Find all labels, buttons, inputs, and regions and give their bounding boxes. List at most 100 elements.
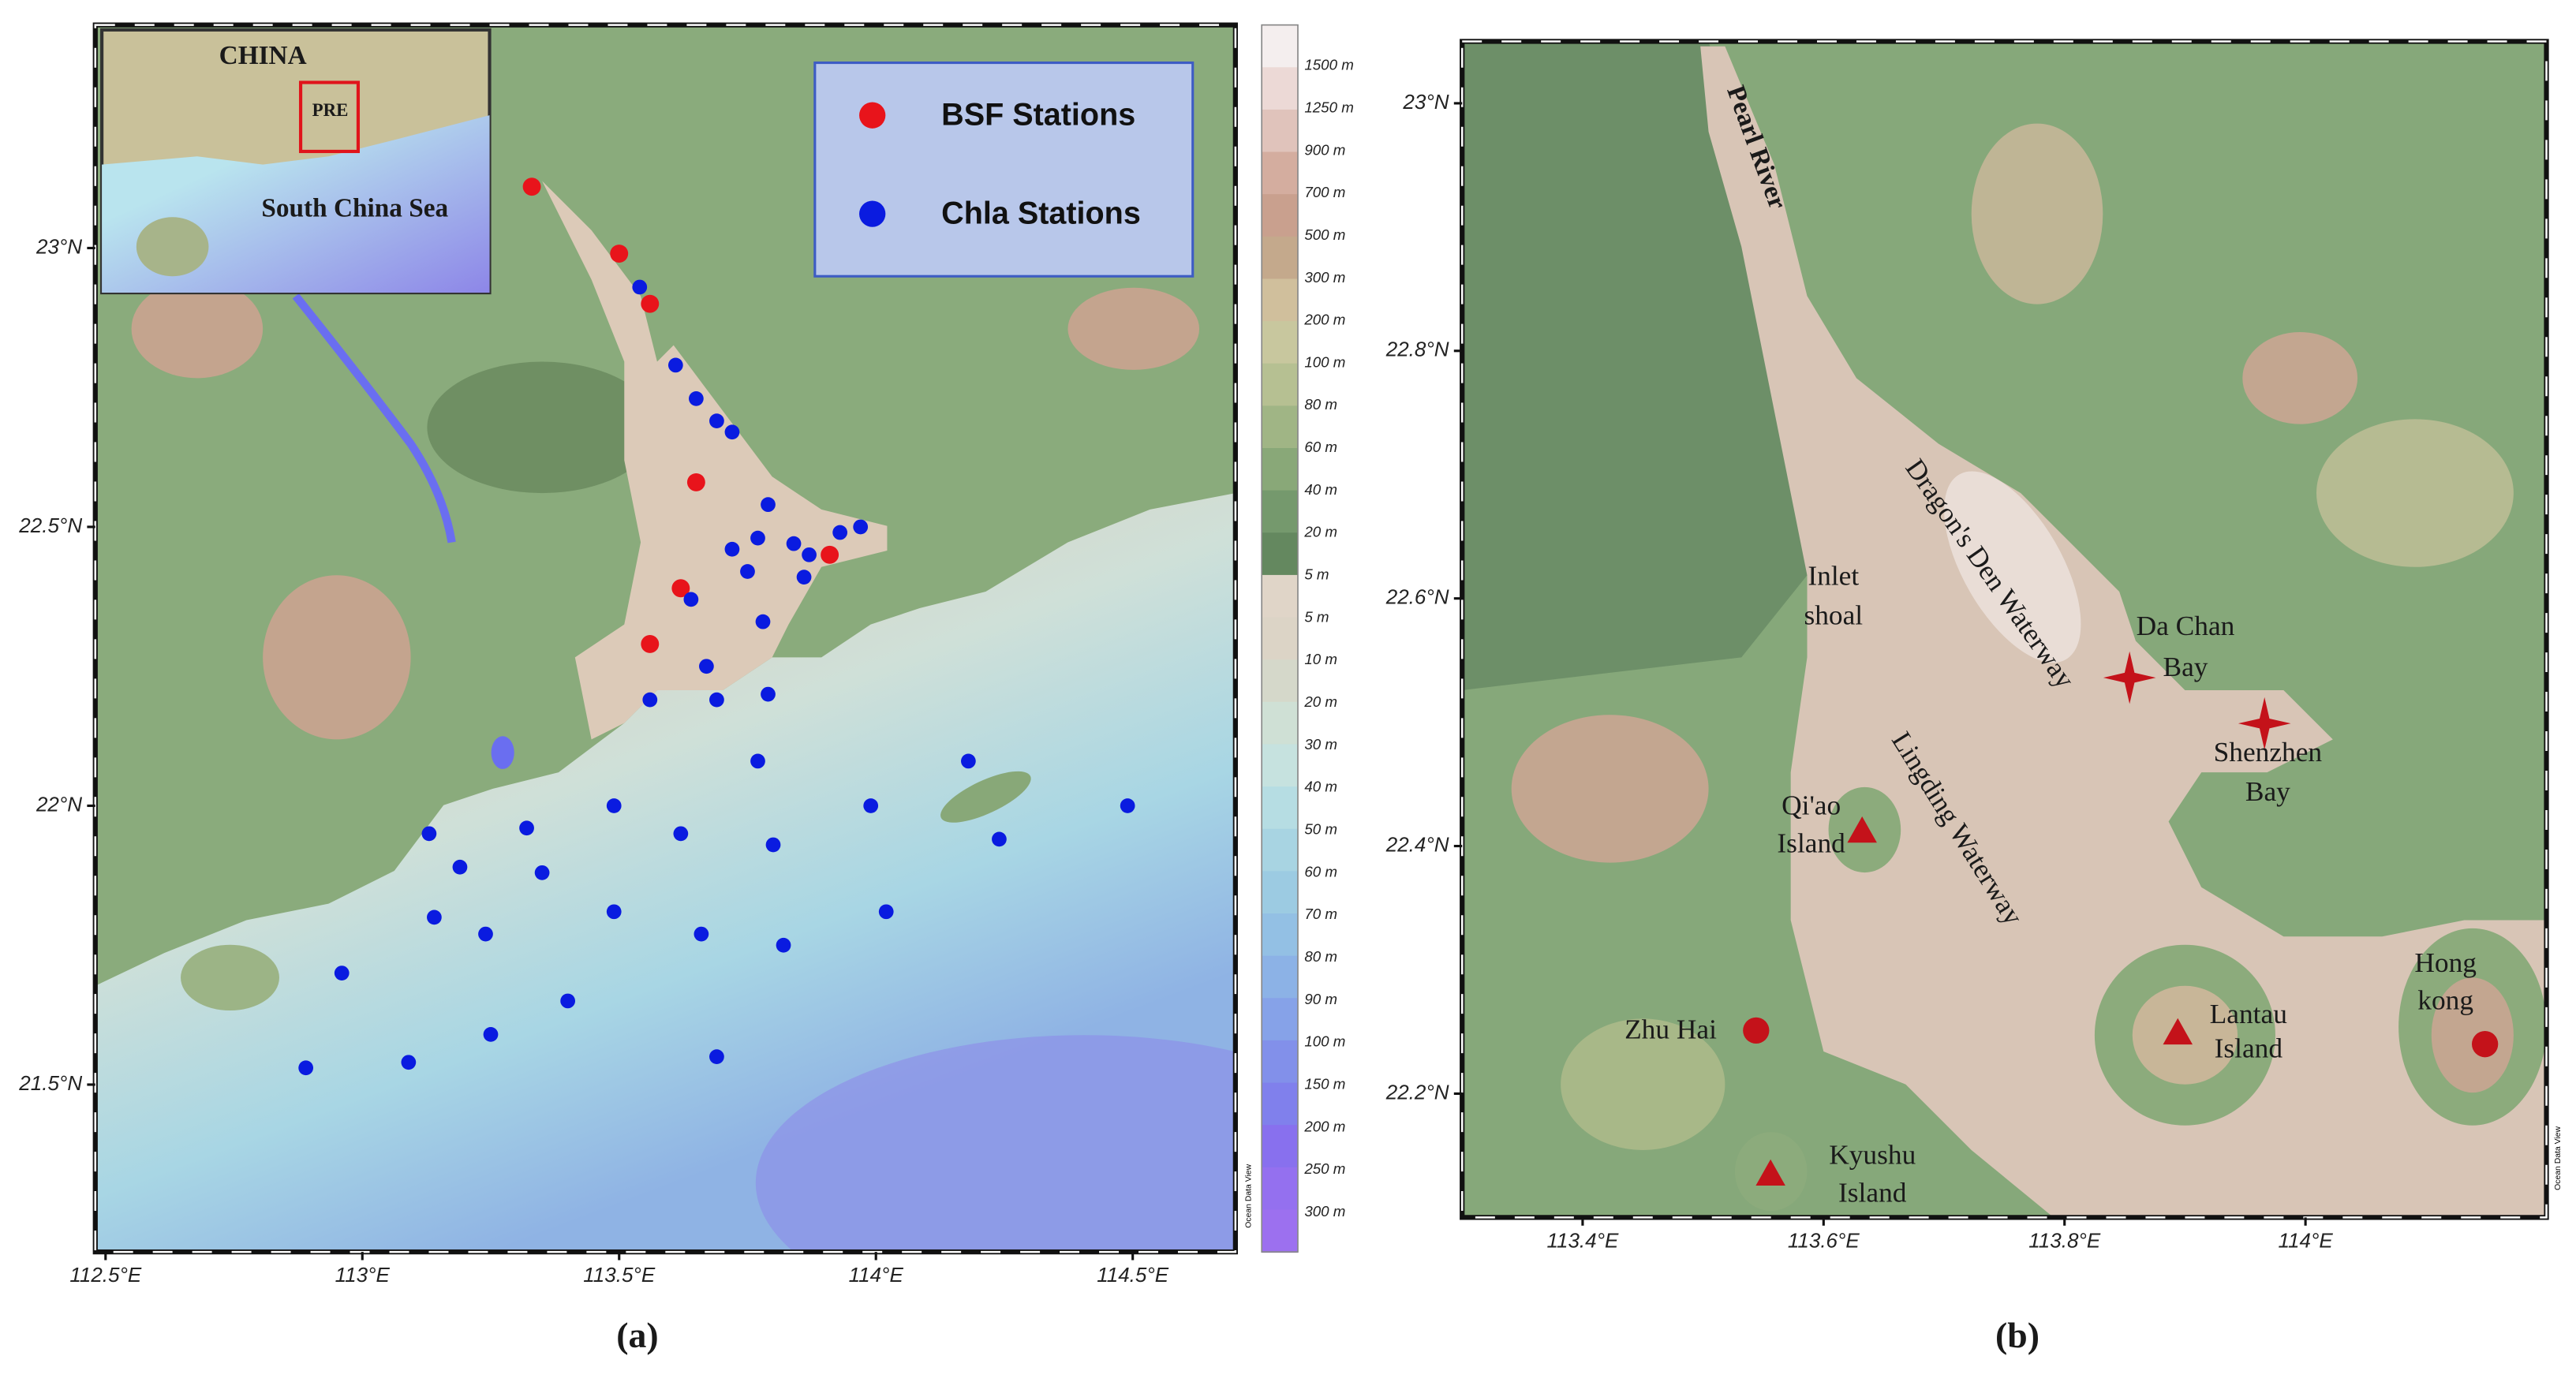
colorbar-label: 200 m (1303, 312, 1345, 328)
station (689, 390, 704, 406)
legend-marker (859, 102, 886, 129)
station (641, 294, 660, 313)
colorbar-segment (1262, 490, 1298, 534)
x-tick-label: 114.5°E (1097, 1263, 1169, 1287)
inset-region: PRE (312, 100, 349, 120)
x-tick-label: 112.5°E (69, 1263, 142, 1287)
station (821, 545, 839, 564)
colorbar-segment (1262, 701, 1298, 745)
station (740, 564, 755, 579)
colorbar-label: 5 m (1304, 566, 1329, 583)
site-label: kong (2417, 984, 2473, 1016)
station (534, 865, 550, 880)
credit: Ocean Data View (2554, 1126, 2563, 1190)
colorbar-segment (1262, 194, 1298, 237)
colorbar-label: 500 m (1304, 226, 1345, 243)
station (483, 1026, 499, 1042)
panel-label: (b) (1995, 1315, 2039, 1355)
site-label: Hong (2414, 947, 2477, 978)
x-tick-label: 114°E (2279, 1228, 2334, 1252)
inset-country: CHINA (219, 41, 307, 70)
y-tick-label: 22°N (36, 792, 82, 816)
station (519, 820, 534, 836)
station (709, 692, 724, 708)
site-marker (1847, 816, 1877, 843)
colorbar-label: 100 m (1304, 353, 1345, 370)
site-label: Shenzhen (2214, 736, 2323, 768)
station (560, 993, 576, 1009)
station (1120, 798, 1135, 813)
x-tick-label: 114°E (849, 1263, 904, 1287)
shoal-label: shoal (1804, 599, 1863, 630)
station (750, 753, 765, 769)
x-tick-label: 113.6°E (1788, 1228, 1860, 1252)
site-marker (1755, 1159, 1785, 1186)
station (421, 826, 437, 842)
colorbar-segment (1262, 236, 1298, 280)
site-label: Lantau (2210, 998, 2288, 1029)
station (686, 472, 705, 491)
station (961, 753, 976, 769)
colorbar-frame (1261, 24, 1299, 1253)
site-marker (2238, 697, 2291, 750)
colorbar-label: 100 m (1304, 1033, 1345, 1050)
station (452, 859, 468, 875)
station (632, 279, 648, 295)
colorbar-label: 150 m (1304, 1075, 1345, 1092)
colorbar-segment (1262, 278, 1298, 323)
colorbar-segment (1262, 1040, 1298, 1084)
station (298, 1060, 314, 1076)
station (401, 1055, 417, 1070)
x-tick-label: 113.5°E (583, 1263, 656, 1287)
colorbar-segment (1262, 321, 1298, 364)
colorbar-segment (1262, 363, 1298, 407)
colorbar-label: 60 m (1304, 439, 1337, 455)
station (709, 1049, 724, 1065)
colorbar-segment (1262, 786, 1298, 830)
station (724, 541, 740, 557)
y-tick-label: 22.6°N (1385, 585, 1449, 609)
colorbar-label: 1500 m (1304, 57, 1354, 73)
y-tick-label: 23°N (1402, 90, 1449, 114)
colorbar-label: 250 m (1303, 1160, 1345, 1177)
colorbar-segment (1262, 744, 1298, 788)
colorbar-segment (1262, 617, 1298, 661)
colorbar-segment (1262, 998, 1298, 1041)
station (673, 826, 689, 842)
station (863, 798, 879, 813)
x-tick-label: 113°E (335, 1263, 391, 1287)
site-label: Da Chan (2137, 610, 2235, 641)
station (786, 536, 802, 551)
y-tick-label: 21.5°N (18, 1071, 82, 1095)
site-label: Island (1838, 1177, 1907, 1208)
station (853, 519, 869, 535)
colorbar-label: 60 m (1304, 863, 1337, 880)
station (724, 424, 740, 440)
station (606, 798, 622, 813)
colorbar-segment (1262, 1082, 1298, 1126)
colorbar-label: 700 m (1304, 184, 1345, 200)
legend-box (813, 61, 1195, 278)
colorbar-label: 300 m (1304, 269, 1345, 286)
station (776, 937, 791, 953)
inset-sea: South China Sea (261, 194, 448, 223)
colorbar-segment (1262, 448, 1298, 491)
station (761, 686, 776, 702)
colorbar-label: 40 m (1304, 481, 1337, 498)
colorbar-label: 1250 m (1304, 99, 1354, 115)
colorbar-label: 200 m (1303, 1118, 1345, 1134)
shoal-label: Inlet (1808, 559, 1859, 591)
colorbar-label: 300 m (1304, 1203, 1345, 1220)
station (755, 614, 771, 629)
station (671, 579, 690, 598)
station (699, 659, 714, 674)
station (478, 926, 493, 942)
map-b-background (1462, 41, 2547, 1218)
colorbar-segment (1262, 405, 1298, 450)
legend-marker (859, 200, 886, 227)
colorbar-label: 900 m (1304, 141, 1345, 158)
colorbar-segment (1262, 913, 1298, 957)
map-a-frame-pattern (94, 24, 1237, 1253)
